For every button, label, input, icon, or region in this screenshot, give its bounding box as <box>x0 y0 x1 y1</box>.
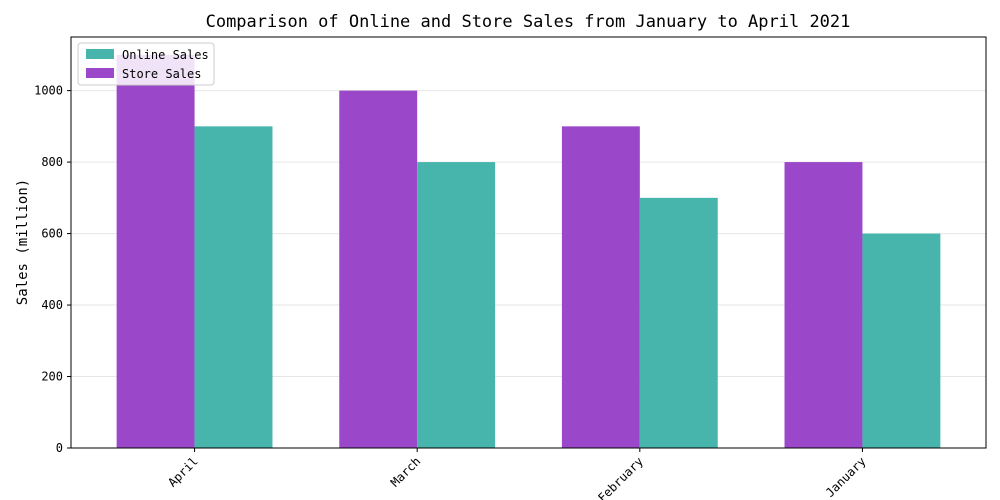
bar-online-sales-february <box>639 197 718 448</box>
x-tick-label-april: April <box>165 454 200 489</box>
x-tick-label-january: January <box>823 454 869 500</box>
y-tick-label-3: 600 <box>41 227 63 241</box>
y-tick-label-1: 200 <box>41 370 63 384</box>
legend-label-store-sales: Store Sales <box>122 67 201 81</box>
bar-online-sales-april <box>194 126 273 448</box>
x-tick-label-february: February <box>595 454 646 500</box>
y-tick-label-5: 1000 <box>34 84 63 98</box>
plot-frame <box>70 36 987 449</box>
x-tick-label-march: March <box>388 454 423 489</box>
bar-store-sales-march <box>339 90 418 448</box>
legend-swatch-online-sales <box>86 49 114 59</box>
bar-store-sales-april <box>116 54 195 448</box>
legend-swatch-store-sales <box>86 68 114 78</box>
y-tick-label-4: 800 <box>41 155 63 169</box>
y-tick-label-2: 400 <box>41 298 63 312</box>
legend: Online Sales Store Sales <box>77 42 215 86</box>
bars-layer <box>116 54 941 448</box>
bar-online-sales-january <box>862 233 941 448</box>
legend-label-online-sales: Online Sales <box>122 48 209 62</box>
bar-store-sales-february <box>561 126 640 448</box>
y-tick-label-0: 0 <box>56 441 63 455</box>
bar-online-sales-march <box>417 162 496 448</box>
chart-title: Comparison of Online and Store Sales fro… <box>206 12 851 32</box>
bar-store-sales-january <box>784 162 863 448</box>
y-axis-label: Sales (million) <box>15 179 31 305</box>
